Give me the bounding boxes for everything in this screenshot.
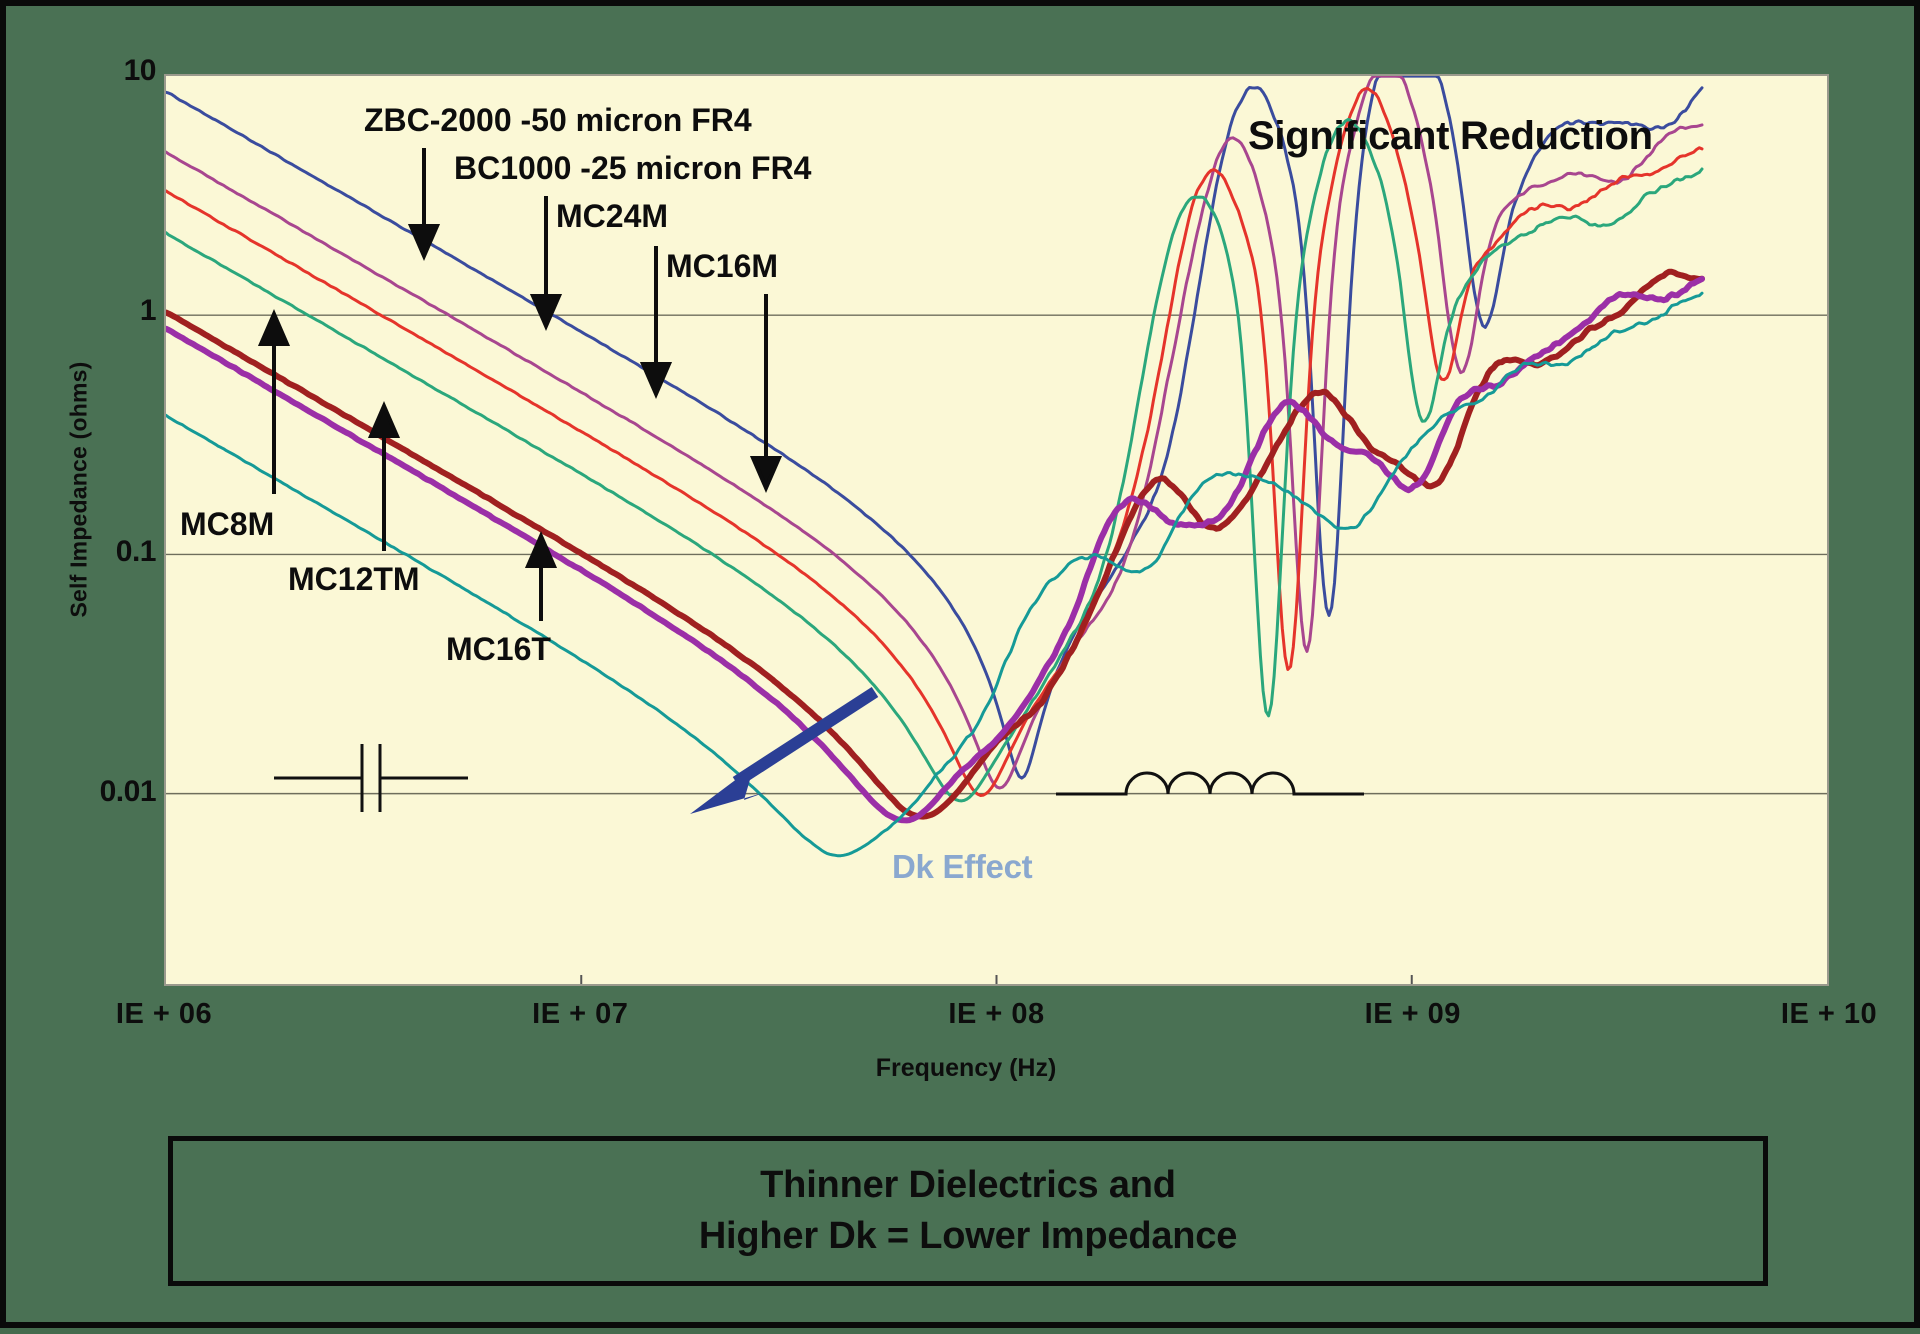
x-tick-label: IE + 08 xyxy=(948,998,1045,1030)
capacitor-symbol xyxy=(274,744,468,812)
x-tick-label: IE + 07 xyxy=(532,998,629,1030)
curve-bc1000-25-micron-fr4 xyxy=(166,76,1704,790)
inductor-symbol xyxy=(1056,771,1364,796)
y-tick-label: 10 xyxy=(123,54,157,87)
annotation-arrow xyxy=(529,196,563,332)
plot-area: ZBC-2000 -50 micron FR4 BC1000 -25 micro… xyxy=(164,74,1829,986)
annotation-arrow xyxy=(257,308,291,494)
x-axis-title: Frequency (Hz) xyxy=(875,1054,1057,1082)
annotation-arrow xyxy=(749,294,783,494)
curve-zbc-2000-50-micron-fr4 xyxy=(166,76,1704,780)
annotation-arrow xyxy=(524,530,558,621)
gridlines xyxy=(166,314,1827,795)
annotation-label-mc16t: MC16T xyxy=(446,631,551,667)
x-tick-label: IE + 06 xyxy=(115,998,213,1030)
caption-box: Thinner Dielectrics and Higher Dk = Lowe… xyxy=(168,1136,1768,1286)
dk-effect-label: Dk Effect xyxy=(892,848,1033,885)
x-tick-label: IE + 10 xyxy=(1780,998,1878,1030)
annotation-label-mc8m: MC8M xyxy=(180,506,275,542)
annotation-arrows xyxy=(257,148,783,621)
significant-reduction-title: Significant Reduction xyxy=(1248,114,1653,158)
curve-mc24m xyxy=(166,86,1704,797)
x-tick-marks xyxy=(580,975,1413,984)
annotation-label-bc1000: BC1000 -25 micron FR4 xyxy=(454,150,812,186)
curve-mc16m xyxy=(166,117,1704,803)
curve-mc12tm xyxy=(166,275,1705,824)
curve-mc16t xyxy=(166,291,1704,858)
caption-line-1: Thinner Dielectrics and xyxy=(760,1164,1176,1206)
annotation-arrow xyxy=(367,400,401,551)
caption-line-2: Higher Dk = Lower Impedance xyxy=(698,1215,1238,1257)
chart-canvas xyxy=(166,76,1827,984)
y-tick-label: 1 xyxy=(139,294,157,328)
annotation-arrow xyxy=(639,246,673,400)
annotation-label-mc24m: MC24M xyxy=(556,198,669,234)
annotation-label-mc12tm: MC12TM xyxy=(288,561,420,597)
dk-effect-arrow xyxy=(690,686,879,814)
data-curves xyxy=(166,76,1705,858)
y-tick-label: 0.01 xyxy=(99,774,157,808)
y-axis-labels: 10 1 0.1 0.01 xyxy=(66,6,157,1334)
annotation-label-zbc2000: ZBC-2000 -50 micron FR4 xyxy=(364,102,752,138)
annotation-label-mc16m: MC16M xyxy=(666,248,779,284)
curve-mc8m xyxy=(166,268,1705,820)
y-axis-title: Self Impedance (ohms) xyxy=(65,361,92,618)
annotation-arrow xyxy=(407,148,441,262)
y-tick-label: 0.1 xyxy=(115,534,157,568)
x-tick-label: IE + 09 xyxy=(1364,998,1461,1030)
